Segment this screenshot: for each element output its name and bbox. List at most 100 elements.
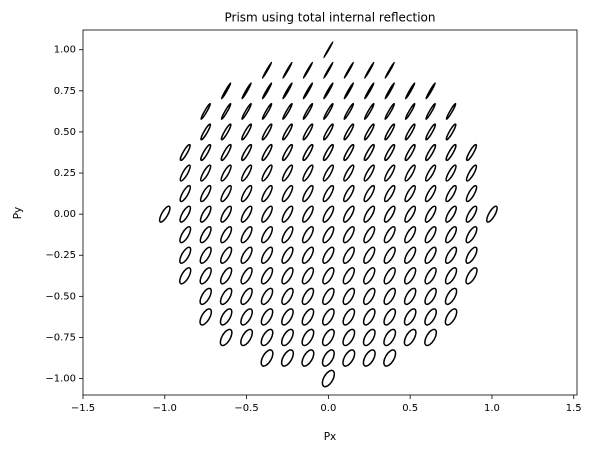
- polarization-ellipse: [383, 349, 397, 367]
- polarization-ellipse: [219, 308, 233, 326]
- polarization-ellipse: [261, 184, 273, 203]
- polarization-ellipse: [424, 225, 437, 244]
- polarization-ellipse: [200, 123, 212, 141]
- polarization-ellipse: [302, 164, 314, 182]
- polarization-ellipse: [219, 328, 233, 347]
- y-tick-label: 0.75: [54, 86, 76, 97]
- polarization-ellipse: [363, 123, 375, 141]
- polarization-ellipse: [403, 287, 417, 306]
- polarization-ellipse: [240, 164, 253, 182]
- polarization-ellipse: [343, 102, 355, 120]
- polarization-ellipse: [343, 143, 355, 162]
- polarization-ellipse: [342, 267, 356, 285]
- polarization-ellipse: [281, 164, 294, 182]
- polarization-ellipse: [220, 225, 233, 244]
- polarization-ellipse: [322, 205, 335, 223]
- polarization-ellipse: [321, 308, 335, 326]
- polarization-ellipse: [220, 205, 233, 223]
- polarization-ellipse: [282, 102, 293, 120]
- polarization-ellipse: [342, 225, 355, 244]
- y-tick-label: −0.25: [45, 250, 76, 261]
- polarization-ellipse: [444, 308, 458, 326]
- polarization-ellipse: [363, 205, 376, 223]
- polarization-ellipse: [281, 287, 294, 306]
- polarization-ellipse: [260, 349, 274, 367]
- x-tick-label: 0.5: [402, 403, 418, 414]
- polarization-ellipse: [444, 267, 458, 285]
- polarization-ellipse: [384, 123, 396, 141]
- polarization-ellipse: [323, 41, 334, 59]
- y-tick-label: −0.50: [45, 291, 76, 302]
- polarization-ellipse: [179, 225, 192, 244]
- polarization-ellipse: [220, 143, 232, 162]
- x-tick-label: −0.5: [234, 403, 258, 414]
- polarization-ellipse: [445, 184, 457, 203]
- polarization-ellipse: [241, 143, 253, 162]
- polarization-ellipse: [260, 308, 274, 326]
- polarization-ellipse: [260, 287, 274, 306]
- polarization-ellipse: [322, 184, 335, 203]
- polarization-ellipse: [282, 82, 293, 100]
- polarization-ellipse: [199, 205, 212, 223]
- polarization-ellipse: [280, 328, 294, 347]
- x-tick-label: 1.5: [566, 403, 582, 414]
- polarization-ellipse: [220, 123, 232, 141]
- polarization-ellipse: [323, 61, 334, 79]
- polarization-ellipse: [465, 267, 478, 285]
- polarization-ellipse: [220, 82, 232, 100]
- polarization-ellipse: [363, 267, 376, 285]
- polarization-ellipse: [403, 267, 417, 285]
- polarization-ellipse: [383, 205, 396, 223]
- polarization-ellipse: [342, 287, 356, 306]
- polarization-ellipse: [199, 246, 212, 264]
- polarization-ellipse: [384, 82, 395, 100]
- polarization-ellipse: [404, 143, 416, 162]
- polarization-ellipse: [404, 82, 416, 100]
- polarization-ellipse: [342, 328, 356, 347]
- polarization-ellipse: [404, 246, 417, 264]
- polarization-ellipse: [404, 225, 417, 244]
- polarization-ellipse: [323, 102, 334, 120]
- y-tick-label: 0.25: [54, 168, 76, 179]
- chart-title: Prism using total internal reflection: [225, 11, 436, 25]
- polarization-ellipse: [425, 123, 437, 141]
- polarization-ellipse: [241, 123, 253, 141]
- polarization-ellipse: [363, 61, 375, 79]
- polarization-ellipse: [425, 143, 437, 162]
- y-tick-label: 0.00: [54, 209, 76, 220]
- polarization-ellipse: [465, 205, 478, 223]
- polarization-ellipse: [158, 205, 171, 223]
- polarization-ellipse: [321, 328, 335, 347]
- polarization-ellipse: [261, 61, 273, 79]
- polarization-ellipse: [281, 225, 294, 244]
- polarization-ellipse: [200, 102, 212, 120]
- polarization-ellipse: [465, 164, 478, 182]
- polarization-ellipse: [384, 143, 396, 162]
- polarization-ellipse: [343, 82, 355, 100]
- polarization-ellipse: [322, 246, 335, 264]
- polarization-ellipse: [240, 328, 254, 347]
- polarization-ellipse: [260, 267, 274, 285]
- x-tick-label: 1.0: [484, 403, 500, 414]
- polarization-ellipse: [403, 328, 417, 347]
- polarization-ellipse: [343, 123, 355, 141]
- polarization-ellipse: [404, 102, 416, 120]
- polarization-ellipse: [384, 164, 396, 182]
- polarization-ellipse: [179, 205, 192, 223]
- polarization-ellipse: [240, 184, 253, 203]
- polarization-ellipse: [261, 123, 273, 141]
- polarization-ellipse: [199, 225, 212, 244]
- polarization-ellipse: [343, 164, 355, 182]
- polarization-ellipse: [465, 143, 478, 162]
- polarization-ellipse: [383, 225, 396, 244]
- polarization-ellipse: [322, 143, 334, 162]
- polarization-ellipse: [363, 225, 376, 244]
- polarization-ellipse: [240, 287, 253, 306]
- polarization-ellipse: [384, 61, 395, 79]
- polarization-ellipse: [302, 123, 314, 141]
- x-tick-label: 0.0: [320, 403, 336, 414]
- y-tick-label: −0.75: [45, 332, 76, 343]
- axes-frame: [82, 29, 578, 396]
- polarization-ellipse: [301, 246, 315, 264]
